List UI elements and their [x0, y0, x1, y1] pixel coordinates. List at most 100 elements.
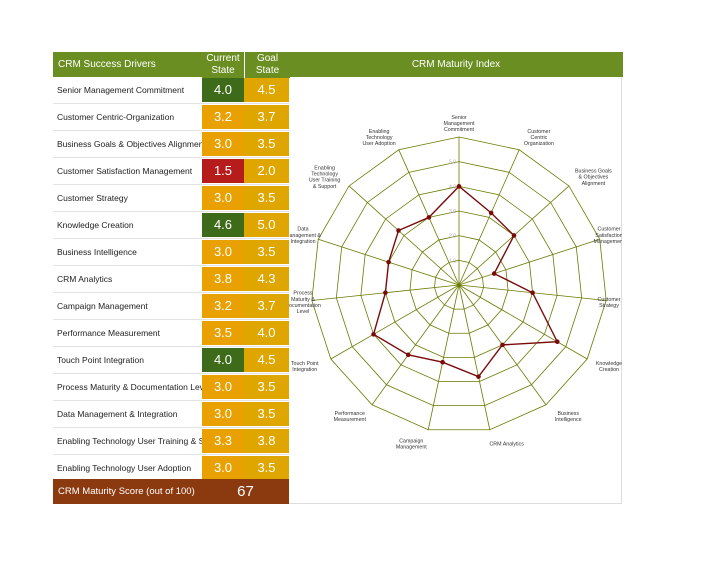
radar-spoke: [458, 238, 600, 286]
maturity-score-label: CRM Maturity Score (out of 100): [58, 486, 195, 497]
current-state-value: 4.6: [202, 213, 244, 237]
radar-axis-label: Touch Point Integration: [291, 361, 319, 373]
radar-data-point: [554, 339, 560, 345]
radar-data-point: [405, 352, 411, 358]
current-state-value: 3.0: [202, 132, 244, 156]
radar-data-point: [440, 359, 445, 365]
radar-data-point: [386, 259, 391, 265]
current-state-value: 1.5: [202, 159, 244, 183]
table-row: Data Management & Integration 3.0 3.5: [53, 401, 289, 428]
radar-spoke: [330, 284, 460, 360]
radar-axis-label: Performance Measurement: [334, 411, 367, 423]
radar-chart-title: CRM Maturity Index: [289, 52, 623, 77]
driver-label: Customer Centric-Organization: [57, 112, 175, 122]
radar-data-point: [511, 233, 517, 238]
current-state-value: 3.0: [202, 240, 244, 264]
goal-state-value: 3.8: [244, 429, 289, 453]
radar-data-point: [500, 342, 505, 348]
goal-state-value: 3.5: [244, 456, 289, 480]
radar-grid-ring: [360, 185, 558, 382]
radar-grid-ring: [434, 259, 484, 310]
radar-tick-label: 1.0: [449, 258, 456, 264]
driver-label: Business Intelligence: [57, 247, 137, 257]
radar-data-point: [530, 290, 535, 296]
current-state-value: 4.0: [202, 78, 244, 102]
radar-grid-ring: [384, 210, 534, 358]
radar-data-point: [426, 215, 432, 220]
table-row: Customer Satisfaction Management 1.5 2.0: [53, 158, 289, 185]
radar-spoke: [458, 284, 588, 360]
current-state-value: 3.0: [202, 186, 244, 210]
radar-data-point: [488, 210, 494, 216]
radar-axis-label: Senior Management Commitment: [444, 115, 475, 133]
radar-spoke: [427, 284, 460, 430]
radar-axis-label: Knowledge Creation: [596, 361, 622, 373]
current-state-value: 3.8: [202, 267, 244, 291]
radar-axis-label: Campaign Management: [396, 438, 427, 450]
driver-label: Business Goals & Objectives Alignment: [57, 139, 202, 149]
radar-chart: 1.0 2.0 3.0 4.0 5.0 Senior Management Commitmen…: [289, 115, 622, 451]
radar-axis-label: Customer Strategy: [598, 297, 621, 309]
driver-label: Customer Satisfaction Management: [57, 166, 193, 176]
goal-state-value: 3.5: [244, 132, 289, 156]
goal-state-value: 2.0: [244, 159, 289, 183]
radar-axis-label: Enabling Technology User Adoption: [362, 129, 395, 147]
table-row: Customer Centric-Organization 3.2 3.7: [53, 104, 289, 131]
table-row: Performance Measurement 3.5 4.0: [53, 320, 289, 347]
driver-label: Customer Strategy: [57, 193, 128, 203]
radar-tick-label: 4.0: [449, 184, 456, 190]
maturity-score-value: 67: [237, 483, 254, 500]
current-state-value: 3.2: [202, 294, 244, 318]
radar-tick-label: 3.0: [449, 209, 456, 215]
goal-state-value: 3.7: [244, 294, 289, 318]
goal-state-header: Goal State: [244, 52, 290, 78]
driver-label: Senior Management Commitment: [57, 85, 185, 95]
table-row: Enabling Technology User Training & Supp…: [53, 428, 289, 455]
table-row: Process Maturity & Documentation Level 3.…: [53, 374, 289, 401]
goal-state-value: 3.5: [244, 240, 289, 264]
current-state-header: Current State: [202, 52, 244, 78]
goal-state-value: 4.5: [244, 348, 289, 372]
driver-label: Process Maturity & Documentation Level: [57, 382, 202, 392]
radar-spoke: [371, 284, 460, 405]
current-state-value: 3.2: [202, 105, 244, 129]
radar-axis-label: Customer Centric Organization: [524, 129, 554, 147]
radar-data-point: [456, 184, 462, 189]
radar-tick-label: 5.0: [449, 160, 456, 166]
current-state-value: 4.0: [202, 348, 244, 372]
goal-state-value: 4.5: [244, 78, 289, 102]
table-row: Senior Management Commitment 4.0 4.5: [53, 77, 289, 104]
radar-spoke: [458, 284, 491, 430]
driver-label: Data Management & Integration: [57, 409, 178, 419]
table-row: Campaign Management 3.2 3.7: [53, 293, 289, 320]
table-row: Business Intelligence 3.0 3.5: [53, 239, 289, 266]
maturity-score-row: CRM Maturity Score (out of 100) 67: [53, 479, 289, 504]
radar-tick-label: 2.0: [449, 234, 456, 240]
radar-grid-ring: [335, 161, 583, 407]
goal-state-value: 4.0: [244, 321, 289, 345]
radar-data-point: [491, 271, 497, 276]
radar-spoke: [348, 185, 460, 286]
radar-axis-label: Business Intelligence: [555, 411, 582, 423]
radar-series-line: [372, 185, 559, 378]
radar-data-point: [476, 374, 481, 379]
drivers-header: CRM Success Drivers: [53, 52, 202, 77]
radar-spoke: [458, 149, 520, 286]
radar-data-point: [396, 228, 401, 233]
table-row: Customer Strategy 3.0 3.5: [53, 185, 289, 212]
radar-axis-label: Customer Satisfaction Management: [594, 227, 622, 245]
current-state-value: 3.5: [202, 321, 244, 345]
goal-state-value: 4.3: [244, 267, 289, 291]
current-state-value: 3.0: [202, 456, 244, 480]
drivers-header-text: CRM Success Drivers: [58, 59, 156, 70]
goal-state-value: 5.0: [244, 213, 289, 237]
driver-label: Enabling Technology User Adoption: [57, 463, 192, 473]
radar-data-point: [371, 332, 376, 337]
goal-state-value: 3.5: [244, 402, 289, 426]
current-state-value: 3.3: [202, 429, 244, 453]
radar-axis-label: Enabling Technology User Training & Support: [309, 165, 341, 190]
driver-label: Performance Measurement: [57, 328, 160, 338]
table-row: Enabling Technology User Adoption 3.0 3.5: [53, 455, 289, 482]
